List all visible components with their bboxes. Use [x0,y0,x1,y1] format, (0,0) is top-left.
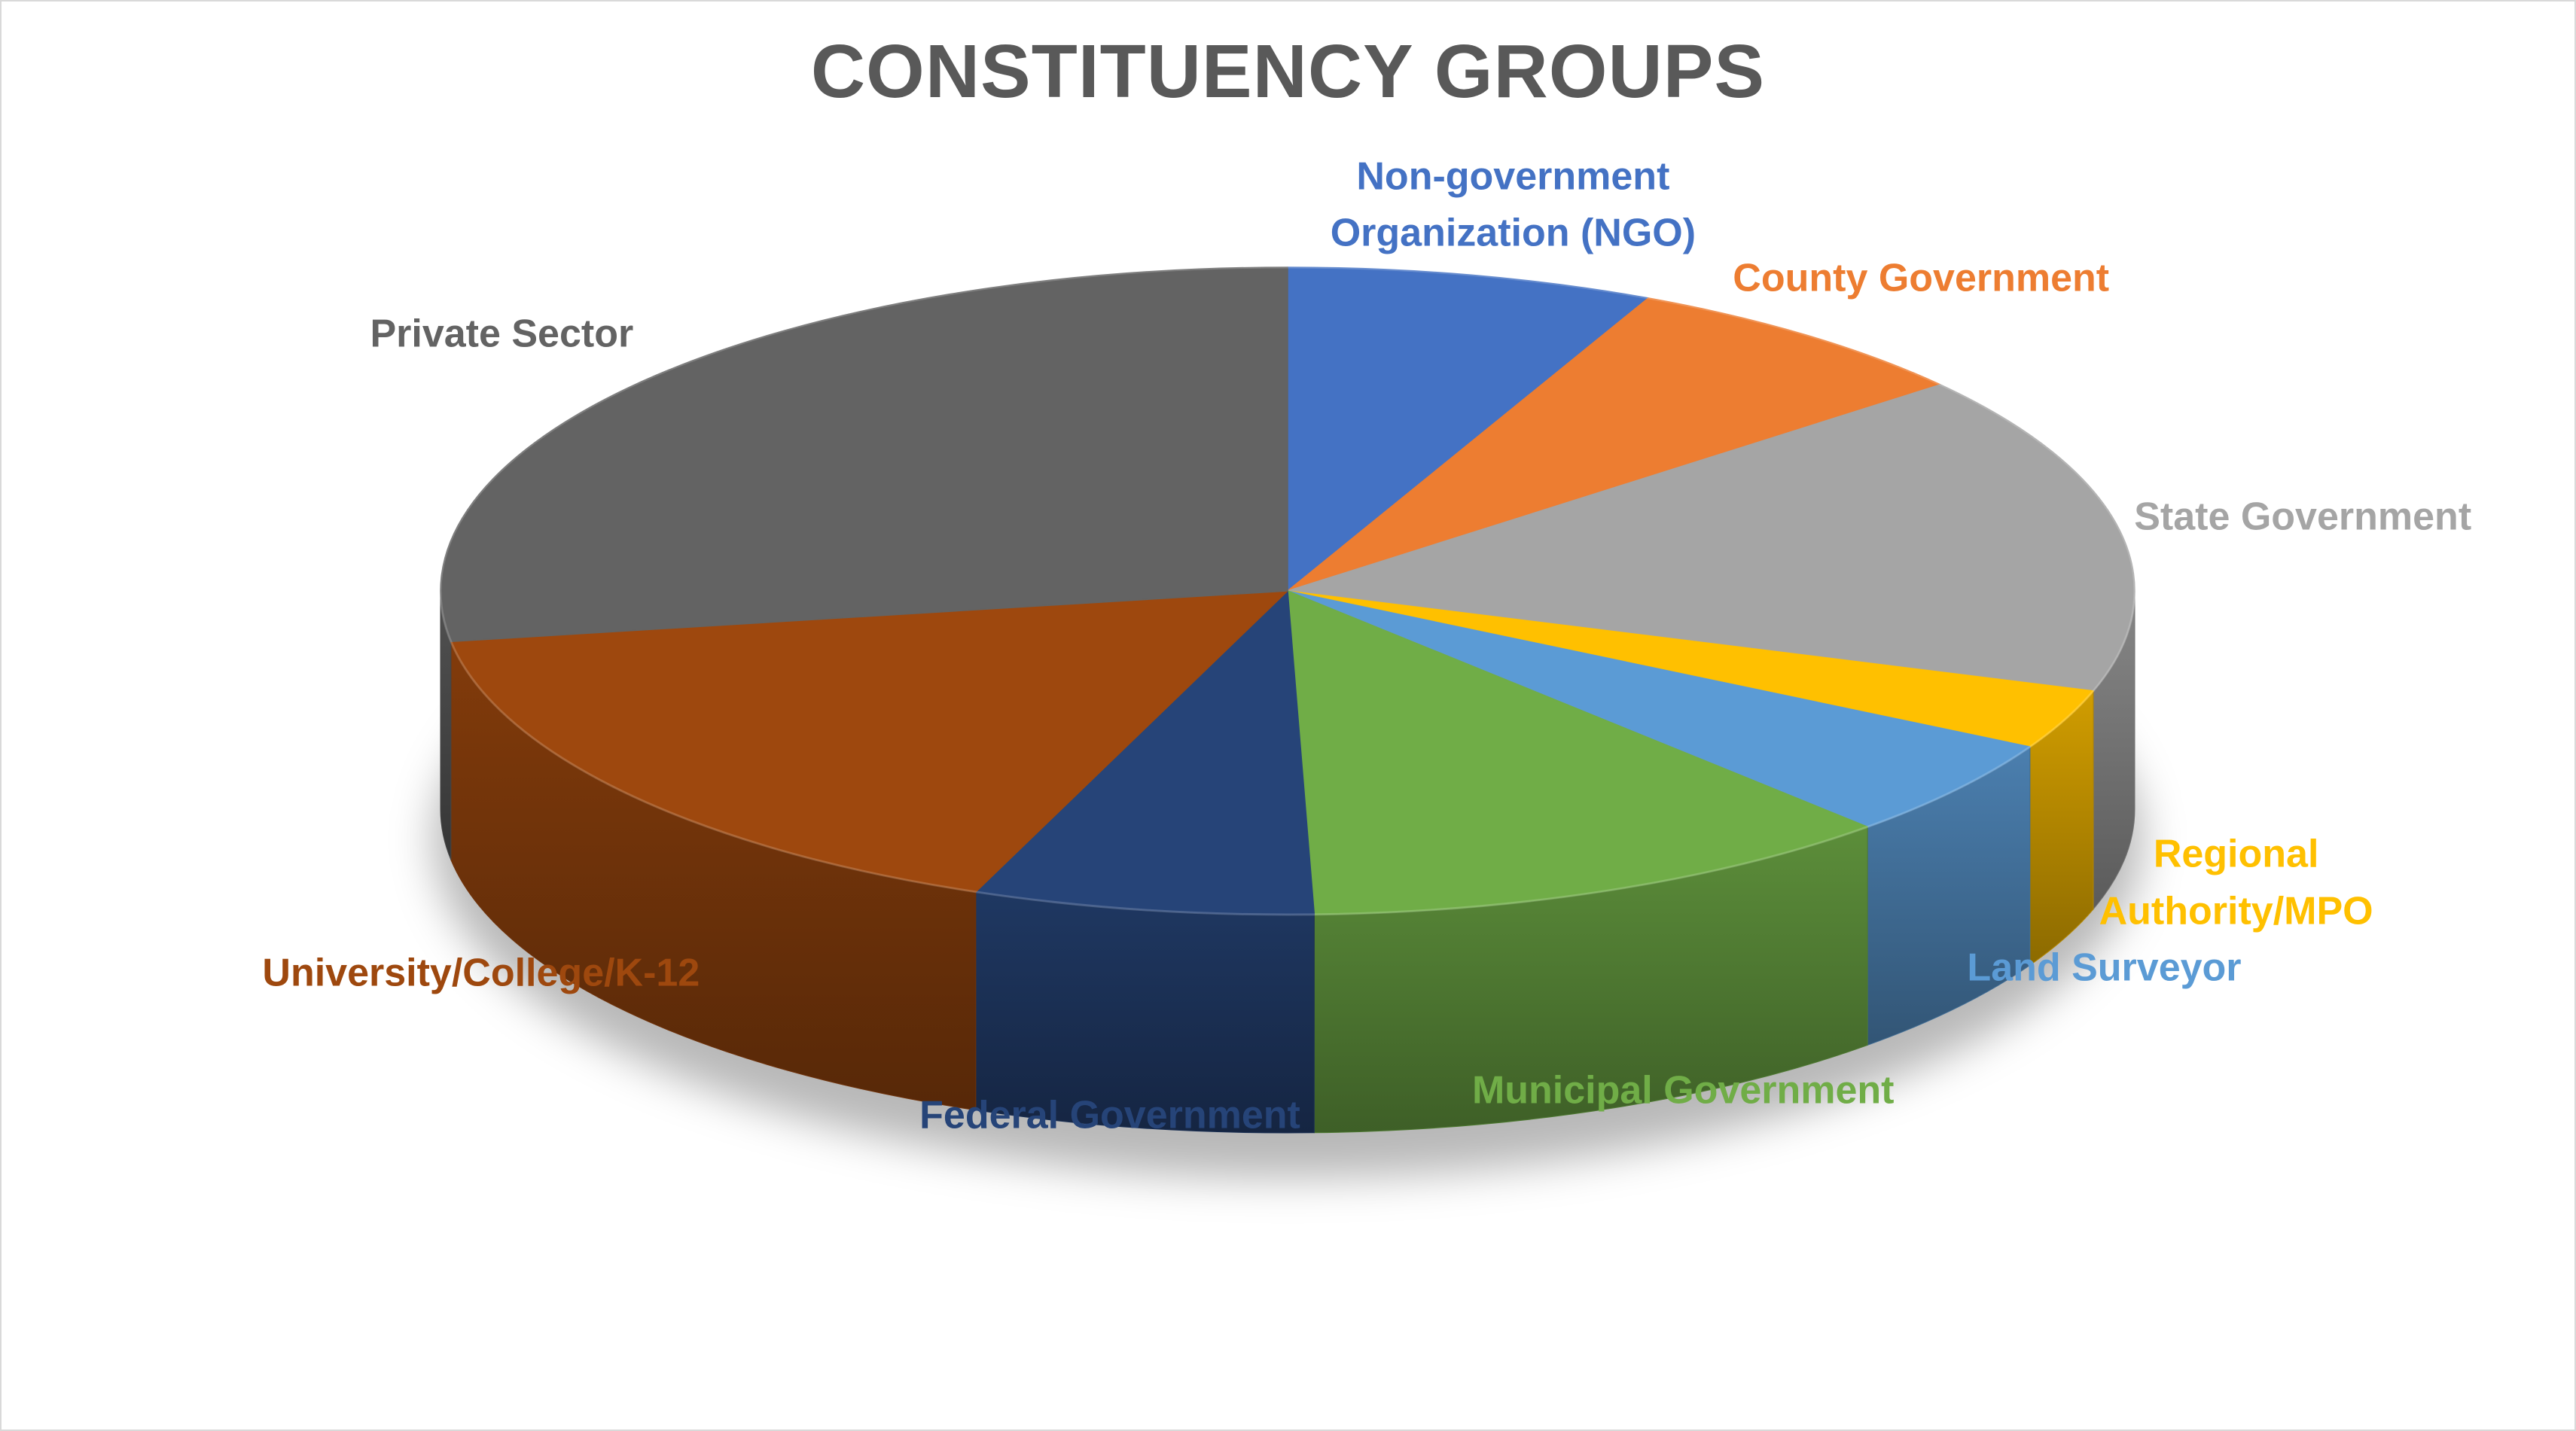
pie-slice-non-government-organization-ngo [1287,266,1649,592]
slice-label-line: Authority/MPO [2099,889,2373,933]
slice-label-regional-authority-mpo: Regional Authority/MPO [2099,827,2373,940]
pie-slice-land-surveyor [1287,590,2031,828]
slice-label-line: Municipal Government [1471,1068,1895,1113]
slice-label-university-college-k-12: University/College/K-12 [262,945,700,1001]
slice-label-line: Organization (NGO) [1330,212,1697,256]
pie-slice-municipal-government [1287,590,1868,915]
slice-label-private-sector: Private Sector [370,306,633,363]
pie-rim-highlight [439,266,2136,916]
slice-label-state-government: State Government [2134,489,2471,545]
slice-label-line: State Government [2134,494,2472,538]
slice-label-federal-government: Federal Government [919,1087,1300,1143]
chart-title: CONSTITUENCY GROUPS [810,29,1766,114]
slice-label-line: Regional [2153,832,2319,876]
slice-label-line: Land Surveyor [1967,945,2242,990]
slice-label-line: Federal Government [919,1092,1300,1137]
slice-label-line: County Government [1733,256,2110,300]
pie-slice-private-sector [440,266,1288,643]
slice-label-line: Private Sector [370,312,634,356]
pie-slice-university-college-k-12 [450,590,1288,893]
pie-slice-federal-government [975,590,1315,915]
slice-label-county-government: County Government [1733,251,2109,307]
slice-label-municipal-government: Municipal Government [1472,1063,1895,1119]
slice-label-non-government-organization-ngo: Non-government Organization (NGO) [1331,149,1696,263]
slice-label-line: University/College/K-12 [262,951,700,995]
pie-slice-county-government [1287,297,1941,592]
slice-label-line: Non-government [1356,154,1670,199]
pie-slice-state-government [1287,384,2135,692]
slice-label-land-surveyor: Land Surveyor [1967,940,2241,997]
